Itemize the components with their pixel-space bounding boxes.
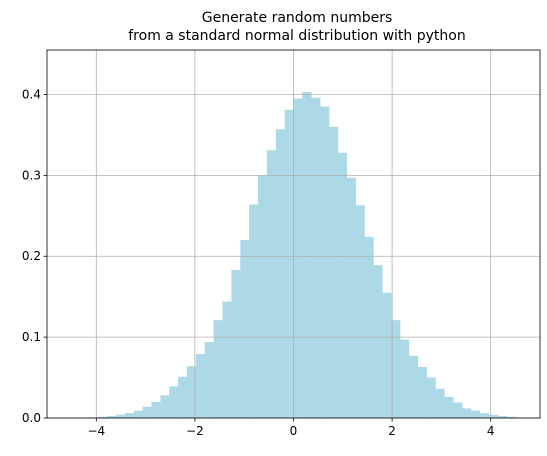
histogram-bar [400,340,409,418]
histogram-bar [240,240,249,418]
histogram-bar [462,408,471,418]
histogram-bar [134,411,143,418]
y-tick-label: 0.4 [22,87,41,101]
x-tick-label: 4 [487,424,495,438]
histogram-bar [169,386,178,418]
histogram-bar [435,389,444,418]
histogram-bar [444,397,453,418]
histogram-bar [143,407,152,418]
histogram-bar [178,377,187,418]
histogram-bar [480,413,489,418]
y-tick-label: 0.2 [22,249,41,263]
y-tick-label: 0.1 [22,330,41,344]
histogram-bar [258,175,267,418]
histogram-bar [453,403,462,418]
histogram-bar [205,342,214,418]
histogram-bar [276,129,285,418]
histogram-bar [214,320,223,418]
x-tick-label: 2 [388,424,396,438]
histogram-bar [160,395,169,418]
histogram-bar [223,302,232,418]
histogram-bar [329,127,338,418]
histogram-bar [373,265,382,418]
y-axis-ticks: 0.0 0.1 0.2 0.3 0.4 [22,87,47,425]
grid-lines [47,50,540,418]
x-tick-label: 0 [290,424,298,438]
y-tick-label: 0.3 [22,168,41,182]
x-tick-label: −2 [186,424,204,438]
histogram-bar [364,237,373,418]
x-tick-label: −4 [87,424,105,438]
histogram-bar [356,205,365,418]
histogram-bar [285,110,294,418]
histogram-bar [427,378,436,418]
histogram-bar [382,293,391,418]
histogram-bar [196,354,205,418]
x-axis-ticks: −4 −2 0 2 4 [87,418,494,438]
chart-title: Generate random numbers [202,10,393,26]
histogram-bar [125,413,134,418]
histogram-bar [116,415,125,418]
histogram-bar [418,367,427,418]
y-tick-label: 0.0 [22,411,41,425]
histogram-bar [409,356,418,418]
histogram-bar [152,402,161,418]
histogram-bar [338,153,347,418]
histogram-bar [249,204,258,418]
chart-subtitle: from a standard normal distribution with… [128,28,465,44]
histogram-bar [471,411,480,418]
histogram-bar [347,178,356,418]
histogram-bar [294,99,303,418]
histogram-bar [320,107,329,418]
histogram-bar [302,92,311,418]
histogram-bar [267,150,276,418]
histogram-bar [311,98,320,418]
histogram-bar [489,415,498,418]
histogram-bar [231,270,240,418]
